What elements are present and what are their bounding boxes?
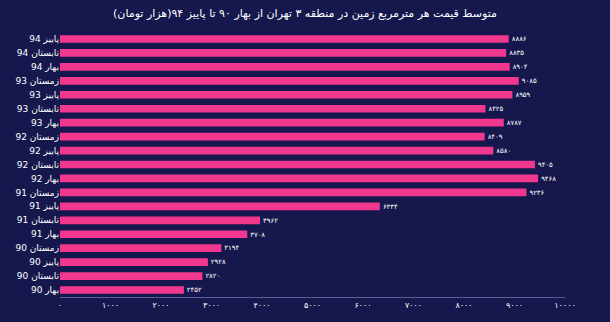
svg-text:۹۴۰۵: ۹۴۰۵ [538, 161, 553, 169]
svg-text:۹۴۶۸: ۹۴۶۸ [541, 175, 556, 183]
svg-text:۷۰۰۰: ۷۰۰۰ [405, 301, 422, 310]
svg-text:پاییز 91: پاییز 91 [29, 201, 59, 211]
svg-text:تابستان 90: تابستان 90 [17, 271, 60, 281]
svg-text:بهار 90: بهار 90 [31, 285, 59, 295]
svg-text:زمستان 93: زمستان 93 [15, 76, 59, 86]
svg-text:۸۵۸۰: ۸۵۸۰ [496, 147, 511, 155]
svg-text:زمستان 92: زمستان 92 [15, 132, 59, 142]
svg-text:۸۴۰۹: ۸۴۰۹ [488, 133, 503, 141]
svg-text:پاییز 92: پاییز 92 [29, 146, 59, 156]
svg-text:۲۸۲۰: ۲۸۲۰ [205, 272, 220, 280]
svg-text:۱۰۰۰: ۱۰۰۰ [102, 301, 119, 310]
svg-text:متوسط قیمت هر مترمربع زمین در: متوسط قیمت هر مترمربع زمین در منطقه ۳ ته… [113, 7, 497, 20]
svg-text:تابستان 91: تابستان 91 [17, 215, 60, 225]
svg-text:۵۰۰۰: ۵۰۰۰ [304, 301, 321, 310]
svg-text:۸۹۰۴: ۸۹۰۴ [513, 63, 528, 71]
svg-text:۸۷۸۷: ۸۷۸۷ [507, 119, 522, 127]
svg-text:بهار 94: بهار 94 [31, 62, 59, 72]
svg-text:زمستان 91: زمستان 91 [15, 188, 59, 198]
svg-text:۰: ۰ [58, 301, 62, 310]
svg-text:۳۱۹۴: ۳۱۹۴ [224, 244, 239, 252]
svg-text:۸۰۰۰: ۸۰۰۰ [455, 301, 472, 310]
svg-text:تابستان 92: تابستان 92 [17, 160, 60, 170]
svg-text:تابستان 94: تابستان 94 [17, 48, 60, 58]
svg-text:بهار 92: بهار 92 [31, 174, 59, 184]
svg-text:۸۸۸۶: ۸۸۸۶ [512, 35, 527, 43]
svg-text:۲۰۰۰: ۲۰۰۰ [152, 301, 169, 310]
svg-text:پاییز 94: پاییز 94 [29, 34, 59, 44]
svg-text:۱۰۰۰۰: ۱۰۰۰۰ [554, 301, 575, 310]
svg-text:۳۰۰۰: ۳۰۰۰ [203, 301, 220, 310]
svg-text:۳۹۶۲: ۳۹۶۲ [263, 217, 278, 225]
svg-text:۹۲۳۶: ۹۲۳۶ [529, 189, 544, 197]
svg-text:۴۰۰۰: ۴۰۰۰ [253, 301, 270, 310]
svg-text:بهار 93: بهار 93 [31, 118, 59, 128]
svg-text:بهار 91: بهار 91 [31, 229, 59, 239]
svg-text:۶۰۰۰: ۶۰۰۰ [354, 301, 371, 310]
svg-text:۸۴۲۵: ۸۴۲۵ [488, 105, 503, 113]
svg-text:۳۷۰۸: ۳۷۰۸ [250, 231, 265, 239]
svg-text:۸۹۵۹: ۸۹۵۹ [515, 91, 530, 99]
svg-text:پاییز 90: پاییز 90 [29, 257, 59, 267]
svg-text:۸۸۳۵: ۸۸۳۵ [509, 49, 524, 57]
svg-text:۹۰۰۰: ۹۰۰۰ [506, 301, 523, 310]
svg-text:پاییز 93: پاییز 93 [29, 90, 59, 100]
svg-text:زمستان 90: زمستان 90 [15, 243, 59, 253]
svg-text:۲۴۵۲: ۲۴۵۲ [187, 286, 202, 294]
svg-text:۹۰۸۵: ۹۰۸۵ [522, 77, 537, 85]
svg-text:تابستان 93: تابستان 93 [17, 104, 60, 114]
svg-text:۶۳۳۴: ۶۳۳۴ [383, 203, 398, 211]
svg-text:۲۹۲۸: ۲۹۲۸ [211, 258, 226, 266]
